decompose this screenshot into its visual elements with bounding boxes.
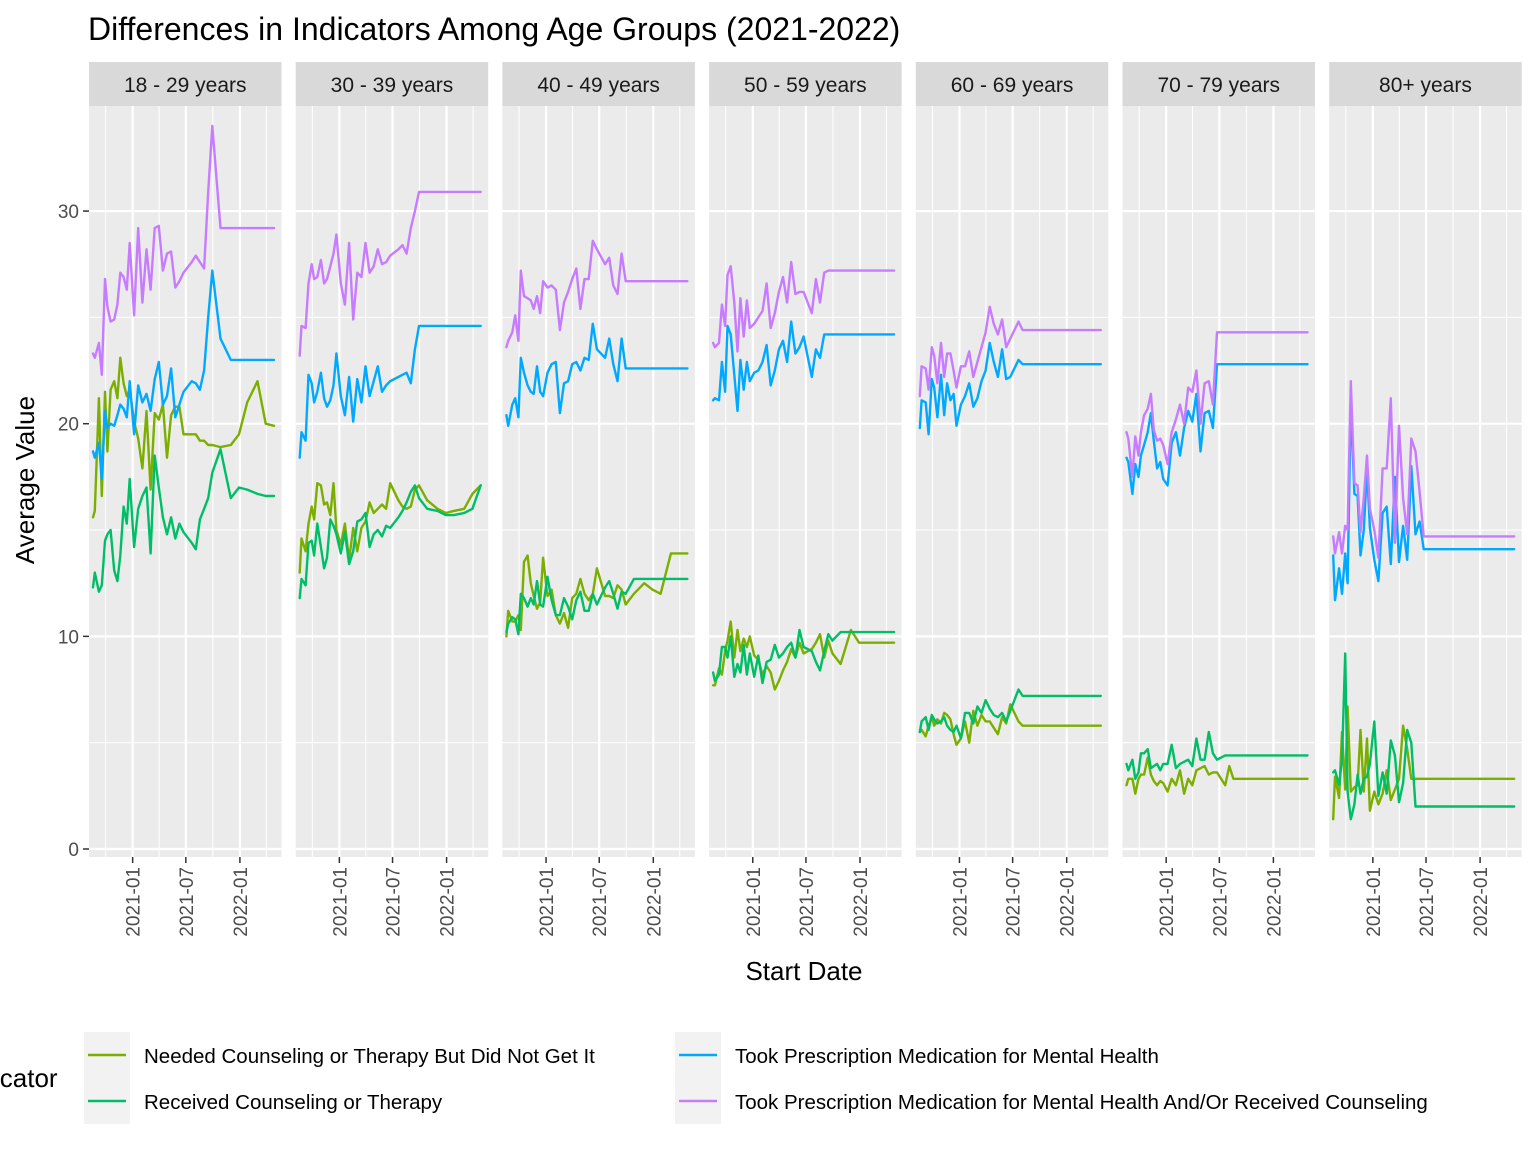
series-line xyxy=(1125,756,1309,795)
series-line xyxy=(298,190,482,357)
facet-strip-label: 80+ years xyxy=(1379,74,1472,97)
series-line xyxy=(1332,652,1516,821)
facet-strip xyxy=(1122,62,1315,106)
y-tick-label: 0 xyxy=(68,840,79,861)
legend-label: Received Counseling or Therapy xyxy=(144,1091,443,1114)
series-line xyxy=(91,356,276,519)
legend-label: Took Prescription Medication for Mental … xyxy=(735,1045,1159,1068)
series-line xyxy=(1125,363,1309,496)
facet-panel: 18 - 29 years 2021-01 2021-07 2022-01 xyxy=(89,62,282,937)
facet-panel: 70 - 79 years 2021-01 2021-07 2022-01 xyxy=(1122,62,1315,937)
series-line xyxy=(505,575,689,636)
series-line xyxy=(918,703,1102,746)
facet-strip xyxy=(89,62,282,106)
series-line xyxy=(298,484,482,600)
x-tick-label: 2021-07 xyxy=(177,867,198,937)
facet-panel: 30 - 39 years 2021-01 2021-07 2022-01 xyxy=(295,62,489,937)
y-tick-label: 10 xyxy=(58,627,79,648)
facet-strip xyxy=(915,62,1109,106)
facet-strip xyxy=(1329,62,1522,106)
series-line xyxy=(1332,380,1516,559)
series-line xyxy=(1125,331,1309,479)
facet-panel: 60 - 69 years 2021-01 2021-07 2022-01 xyxy=(915,62,1109,937)
series-line xyxy=(505,239,689,349)
facet-strip xyxy=(295,62,489,106)
y-tick-label: 30 xyxy=(58,202,79,223)
facet-strip-label: 18 - 29 years xyxy=(124,74,247,97)
x-tick-label: 2021-07 xyxy=(1417,867,1438,937)
x-tick-label: 2022-01 xyxy=(231,867,252,937)
series-line xyxy=(711,320,896,413)
x-tick-label: 2021-01 xyxy=(1157,867,1178,937)
series-line xyxy=(918,341,1102,436)
facet-panel: 40 - 49 years 2021-01 2021-07 2022-01 xyxy=(502,62,695,937)
y-tick-label: 20 xyxy=(58,415,79,436)
x-tick-label: 2021-01 xyxy=(330,867,351,937)
x-tick-label: 2021-01 xyxy=(537,867,558,937)
x-tick-label: 2021-07 xyxy=(797,867,818,937)
series-line xyxy=(91,269,276,481)
facet-strip-label: 50 - 59 years xyxy=(744,74,867,97)
series-line xyxy=(91,124,276,376)
x-tick-label: 2022-01 xyxy=(1058,867,1079,937)
y-axis-title: Average Value xyxy=(10,396,40,564)
x-tick-label: 2021-07 xyxy=(1210,867,1231,937)
x-axis-title: Start Date xyxy=(745,956,862,986)
facet-strip xyxy=(709,62,902,106)
y-axis: 0 10 20 30 xyxy=(58,202,89,861)
x-tick-label: 2022-01 xyxy=(1471,867,1492,937)
x-tick-label: 2022-01 xyxy=(438,867,459,937)
series-line xyxy=(918,688,1102,740)
series-line xyxy=(711,628,896,685)
x-tick-label: 2021-01 xyxy=(950,867,971,937)
series-line xyxy=(91,448,276,593)
facet-strip-label: 70 - 79 years xyxy=(1157,74,1280,97)
legend-label: Took Prescription Medication for Mental … xyxy=(735,1091,1428,1114)
x-tick-label: 2021-01 xyxy=(744,867,765,937)
facet-strip-label: 60 - 69 years xyxy=(951,74,1074,97)
legend: icator Needed Counseling or Therapy But … xyxy=(0,1032,1428,1124)
x-tick-label: 2022-01 xyxy=(851,867,872,937)
x-tick-label: 2022-01 xyxy=(644,867,665,937)
series-line xyxy=(918,305,1102,398)
series-line xyxy=(711,260,896,353)
x-tick-label: 2021-01 xyxy=(1364,867,1385,937)
facet-strip xyxy=(502,62,695,106)
chart-title: Differences in Indicators Among Age Grou… xyxy=(88,11,900,47)
x-tick-label: 2021-07 xyxy=(384,867,405,937)
legend-title: icator xyxy=(0,1063,58,1093)
x-tick-label: 2021-07 xyxy=(1004,867,1025,937)
x-tick-label: 2021-01 xyxy=(124,867,145,937)
legend-label: Needed Counseling or Therapy But Did Not… xyxy=(144,1045,595,1068)
facet-strip-label: 40 - 49 years xyxy=(537,74,660,97)
series-line xyxy=(505,552,689,638)
series-line xyxy=(505,322,689,427)
series-line xyxy=(1125,730,1309,780)
series-line xyxy=(1332,705,1516,821)
facet-panel: 80+ years 2021-01 2021-07 2022-01 xyxy=(1329,62,1522,937)
series-line xyxy=(298,324,482,459)
x-tick-label: 2021-07 xyxy=(590,867,611,937)
x-tick-label: 2022-01 xyxy=(1264,867,1285,937)
facet-panel: 50 - 59 years 2021-01 2021-07 2022-01 xyxy=(709,62,902,937)
series-line xyxy=(711,620,896,691)
facet-strip-label: 30 - 39 years xyxy=(331,74,454,97)
